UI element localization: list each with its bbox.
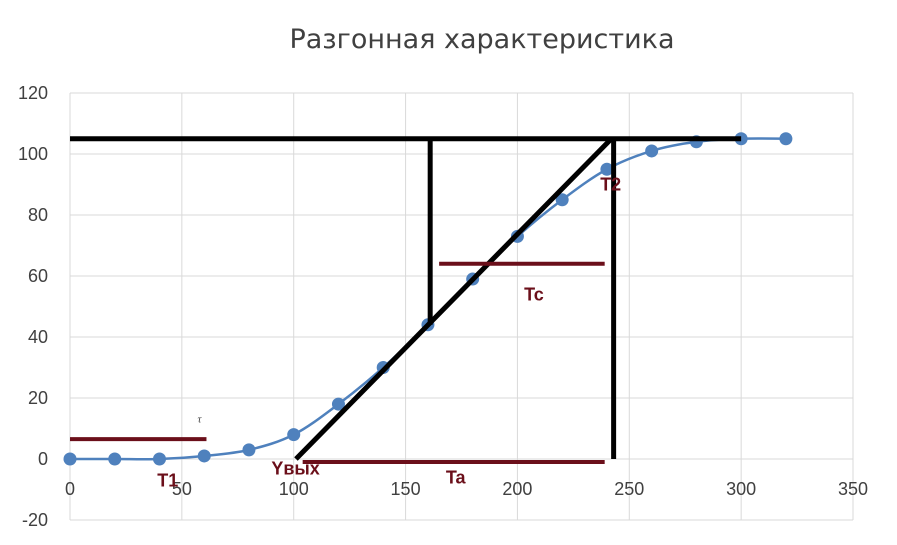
chart-title: Разгонная характеристика xyxy=(289,24,674,55)
x-tick-label: 0 xyxy=(65,479,75,499)
x-tick-label: 150 xyxy=(391,479,421,499)
annotation-label: τ xyxy=(198,413,203,425)
y-tick-label: 120 xyxy=(18,83,48,103)
y-tick-label: 80 xyxy=(28,205,48,225)
annotation-label: T1 xyxy=(157,470,178,490)
x-tick-label: 350 xyxy=(838,479,868,499)
data-point xyxy=(779,132,793,146)
overlay-line xyxy=(294,136,614,461)
data-point xyxy=(108,452,122,466)
data-point xyxy=(242,443,256,457)
x-tick-label: 250 xyxy=(614,479,644,499)
x-tick-label: 50 xyxy=(172,479,192,499)
annotation-label: T2 xyxy=(600,175,621,195)
data-point xyxy=(152,452,166,466)
data-point xyxy=(197,449,211,463)
data-point xyxy=(555,193,569,207)
data-point xyxy=(63,452,77,466)
grid xyxy=(69,92,854,521)
y-tick-label: 0 xyxy=(38,449,48,469)
x-tick-label: 100 xyxy=(279,479,309,499)
y-tick-label: 20 xyxy=(28,388,48,408)
y-tick-label: 100 xyxy=(18,144,48,164)
annotation-label: Ta xyxy=(446,467,467,487)
data-point xyxy=(287,428,301,442)
y-tick-label: -20 xyxy=(22,510,48,530)
annotations: T1 Yвых Ta Tc T2 τ xyxy=(157,175,621,491)
y-tick-label: 60 xyxy=(28,266,48,286)
annotation-label: Yвых xyxy=(271,458,319,478)
x-tick-label: 200 xyxy=(502,479,532,499)
tick-labels: -20 0 20 40 60 80 100 120 0 50 100 150 200 250 300 350 xyxy=(18,83,868,530)
data-point xyxy=(645,144,659,158)
x-tick-label: 300 xyxy=(726,479,756,499)
y-tick-label: 40 xyxy=(28,327,48,347)
data-point xyxy=(331,397,345,411)
data-point xyxy=(600,162,614,176)
annotation-label: Tc xyxy=(524,284,544,304)
overlay-lines xyxy=(70,136,742,465)
